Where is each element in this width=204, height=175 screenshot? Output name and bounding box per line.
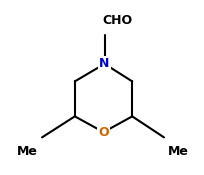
Text: Me: Me [17,145,38,158]
Text: CHO: CHO [102,15,132,27]
Text: Me: Me [167,145,188,158]
Text: O: O [98,126,108,139]
Text: N: N [99,57,109,70]
